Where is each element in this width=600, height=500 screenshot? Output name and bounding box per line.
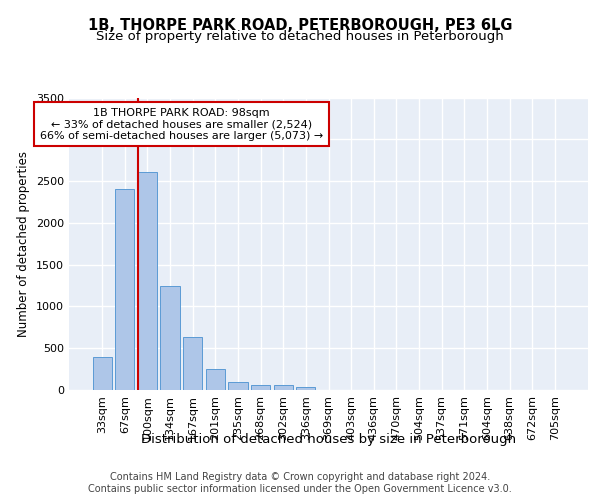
Text: 1B THORPE PARK ROAD: 98sqm
← 33% of detached houses are smaller (2,524)
66% of s: 1B THORPE PARK ROAD: 98sqm ← 33% of deta… — [40, 108, 323, 140]
Y-axis label: Number of detached properties: Number of detached properties — [17, 151, 31, 337]
Bar — [251, 385, 270, 390]
Bar — [296, 386, 316, 390]
Text: Contains HM Land Registry data © Crown copyright and database right 2024.
Contai: Contains HM Land Registry data © Crown c… — [88, 472, 512, 494]
Text: Distribution of detached houses by size in Peterborough: Distribution of detached houses by size … — [141, 432, 517, 446]
Bar — [206, 368, 225, 390]
Bar — [138, 172, 157, 390]
Bar — [274, 386, 293, 390]
Bar — [115, 190, 134, 390]
Text: 1B, THORPE PARK ROAD, PETERBOROUGH, PE3 6LG: 1B, THORPE PARK ROAD, PETERBOROUGH, PE3 … — [88, 18, 512, 32]
Bar — [160, 286, 180, 390]
Text: Size of property relative to detached houses in Peterborough: Size of property relative to detached ho… — [96, 30, 504, 43]
Bar — [183, 336, 202, 390]
Bar — [229, 382, 248, 390]
Bar — [92, 358, 112, 390]
